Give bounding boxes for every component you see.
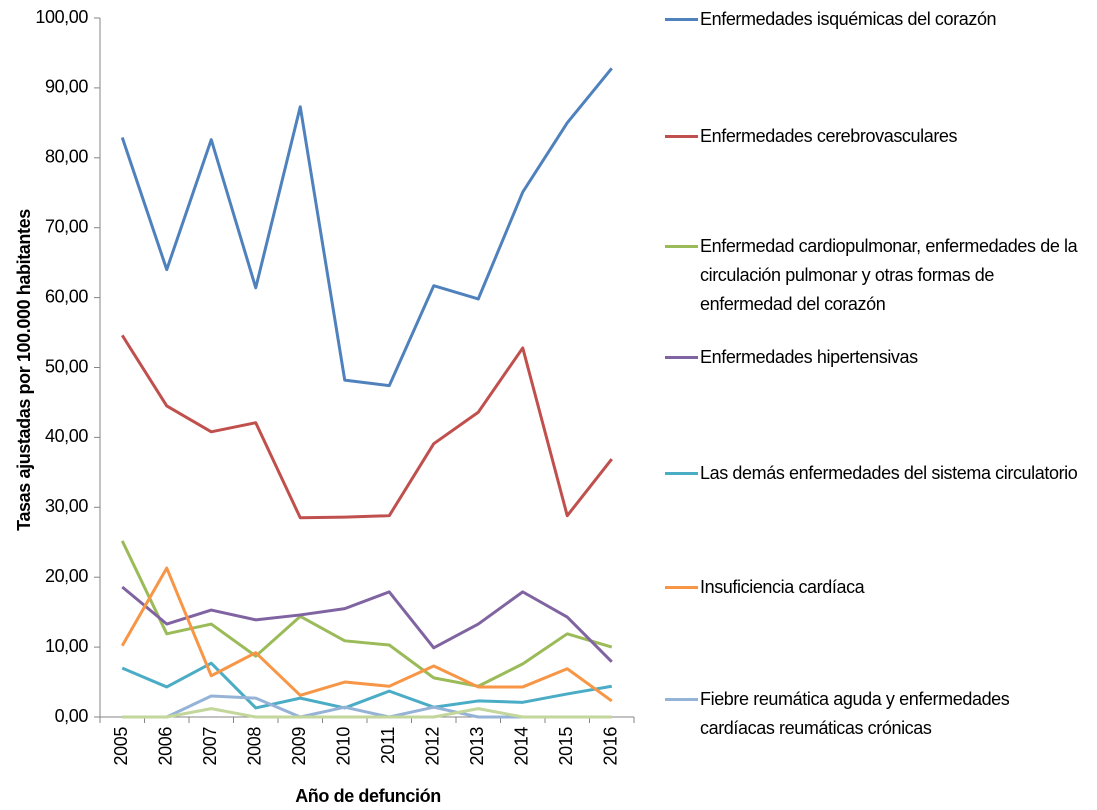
legend-label: Enfermedades cerebrovasculares (700, 126, 958, 146)
y-tick-label: 80,00 (45, 147, 88, 167)
legend-label: Enfermedades isquémicas del corazón (700, 9, 997, 29)
legend-marker (665, 245, 698, 248)
series-line (121, 661, 613, 710)
x-tick-label: 2011 (378, 727, 398, 764)
legend-label: Las demás enfermedades del sistema circu… (700, 463, 1078, 483)
series-line (120, 67, 613, 388)
legend-label: Enfermedades hipertensivas (700, 347, 918, 367)
series-line (121, 585, 613, 663)
y-tick-label: 10,00 (45, 636, 88, 656)
legend-marker (665, 586, 698, 589)
y-tick-label: 70,00 (45, 216, 88, 236)
y-tick-label: 90,00 (45, 77, 88, 97)
series-line (120, 566, 613, 703)
y-tick-label: 40,00 (45, 426, 88, 446)
y-tick-label: 60,00 (45, 286, 88, 306)
legend-marker (665, 698, 698, 701)
x-tick-label: 2012 (423, 727, 443, 766)
series-line (122, 707, 612, 719)
y-tick-label: 50,00 (45, 356, 88, 376)
x-tick-label: 2008 (245, 727, 265, 766)
series-line (120, 540, 613, 688)
legend-label: Fiebre reumática aguda y enfermedades ca… (700, 689, 1010, 738)
legend-label: Insuficiencia cardíaca (700, 577, 865, 597)
legend-marker (665, 472, 698, 475)
x-tick-label: 2007 (200, 727, 220, 766)
y-tick-label: 30,00 (45, 496, 88, 516)
x-tick-label: 2015 (556, 727, 576, 766)
y-tick-label: 100,00 (35, 7, 88, 27)
x-tick-label: 2013 (467, 727, 487, 766)
legend-marker (665, 135, 698, 138)
legend-label: Enfermedad cardiopulmonar, enfermedades … (700, 236, 1078, 314)
x-tick-label: 2009 (289, 727, 309, 766)
x-tick-label: 2014 (512, 727, 532, 766)
x-tick-label: 2005 (111, 727, 131, 766)
x-tick-label: 2010 (334, 727, 354, 766)
y-tick-label: 20,00 (45, 566, 88, 586)
x-tick-label: 2016 (601, 727, 621, 766)
legend-marker (665, 18, 698, 21)
x-axis-title: Año de defunción (295, 786, 441, 806)
legend-marker (665, 356, 698, 359)
x-tick-label: 2006 (156, 727, 176, 766)
y-axis-title: Tasas ajustadas por 100.000 habitantes (14, 209, 34, 531)
series-line (120, 334, 613, 520)
y-tick-label: 0,00 (55, 706, 89, 726)
